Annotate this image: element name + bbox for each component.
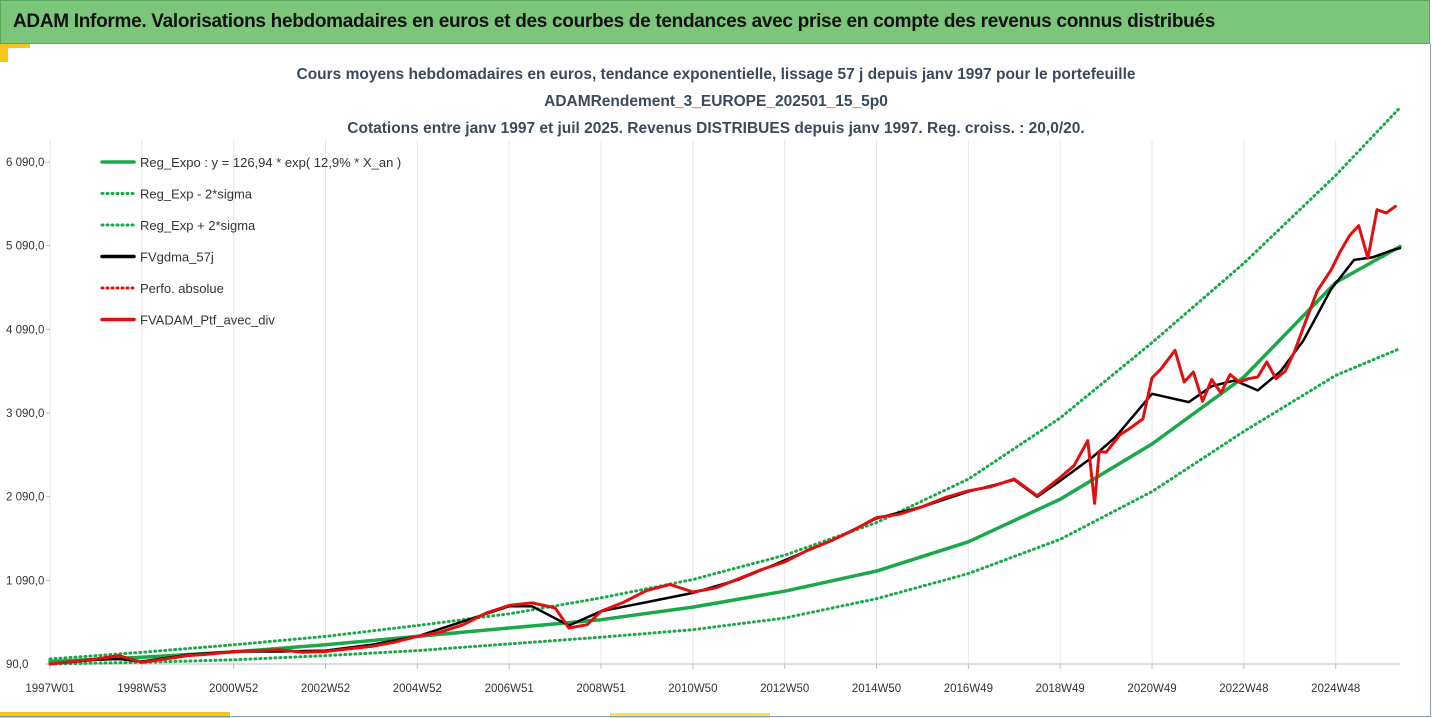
x-tick-label: 2008W51 — [576, 683, 625, 695]
x-tick-label: 2014W50 — [852, 683, 901, 695]
legend-label: FVADAM_Ptf_avec_div — [140, 313, 275, 328]
legend-label: Reg_Exp - 2*sigma — [140, 187, 253, 202]
x-tick-label: 1998W53 — [117, 683, 166, 695]
legend-label: Perfo. absolue — [140, 281, 224, 296]
x-tick-label: 2002W52 — [301, 683, 350, 695]
header-banner: ADAM Informe. Valorisations hebdomadaire… — [0, 0, 1430, 44]
legend-label: Reg_Expo : y = 126,94 * exp( 12,9% * X_a… — [140, 155, 401, 170]
y-tick-label: 1 090,0 — [6, 575, 44, 587]
x-tick-label: 2012W50 — [760, 683, 809, 695]
accent-bar-bottom-mid — [610, 713, 770, 718]
series-reg-exp-plus-2sigma-line — [48, 106, 1402, 661]
chart-title-line-2: ADAMRendement_3_EUROPE_202501_15_5p0 — [544, 93, 888, 110]
banner-title: ADAM Informe. Valorisations hebdomadaire… — [13, 11, 1215, 32]
y-tick-label: 5 090,0 — [6, 241, 44, 253]
legend-label: Reg_Exp + 2*sigma — [140, 218, 256, 233]
chart-title-line-1: Cours moyens hebdomadaires en euros, ten… — [296, 66, 1136, 83]
series-reg-expo-line — [48, 244, 1402, 664]
series-reg-exp-minus-2sigma-line — [48, 347, 1402, 666]
chart-title-line-3: Cotations entre janv 1997 et juil 2025. … — [347, 120, 1085, 137]
x-tick-label: 2022W48 — [1219, 683, 1268, 695]
series-fvadam-ptf-line — [48, 204, 1397, 666]
x-tick-label: 2006W51 — [485, 683, 534, 695]
x-tick-label: 2018W49 — [1036, 683, 1085, 695]
accent-bar-top — [0, 44, 30, 48]
x-tick-label: 2024W48 — [1311, 683, 1360, 695]
y-tick-label: 90,0 — [6, 659, 28, 671]
legend-label: FVgdma_57j — [140, 250, 214, 265]
x-tick-label: 2004W52 — [393, 683, 442, 695]
x-tick-label: 2016W49 — [944, 683, 993, 695]
accent-bar-bottom — [0, 712, 230, 718]
x-tick-label: 2000W52 — [209, 683, 258, 695]
x-tick-label: 1997W01 — [25, 683, 74, 695]
y-tick-label: 4 090,0 — [6, 324, 44, 336]
y-tick-label: 2 090,0 — [6, 492, 44, 504]
y-tick-label: 3 090,0 — [6, 408, 44, 420]
y-tick-label: 6 090,0 — [6, 157, 44, 169]
x-tick-label: 2010W50 — [668, 683, 717, 695]
accent-bar-left — [0, 44, 8, 62]
x-tick-label: 2020W49 — [1127, 683, 1176, 695]
